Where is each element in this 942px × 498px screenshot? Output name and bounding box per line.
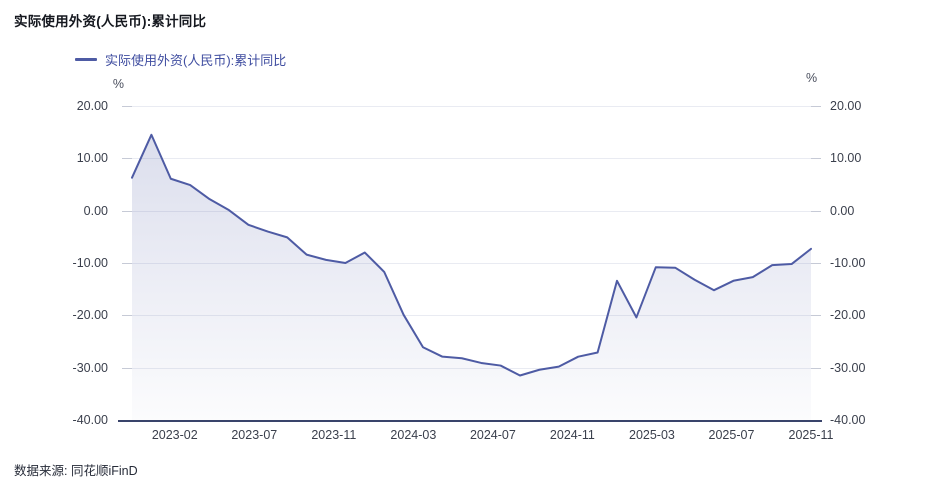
y-axis-label-right: 10.00 (830, 151, 862, 166)
data-source-note: 数据来源: 同花顺iFinD (14, 464, 138, 478)
gridline (132, 106, 811, 107)
gridline (132, 210, 811, 212)
y-tick-left (122, 367, 132, 369)
x-axis-label: 2025-03 (629, 428, 675, 442)
y-axis-label-left: -40.00 (72, 413, 108, 427)
gridline (132, 158, 811, 160)
series-svg (131, 133, 812, 420)
series-line (131, 133, 812, 377)
y-axis-label-left: -10.00 (72, 256, 108, 270)
y-tick-left (122, 263, 132, 264)
y-axis-label-right: -30.00 (830, 360, 866, 375)
y-tick-right (811, 158, 821, 160)
y-axis-unit-right: % (806, 71, 818, 85)
y-tick-right (811, 106, 821, 107)
y-tick-right (811, 210, 821, 212)
x-axis-label: 2023-02 (151, 428, 198, 442)
x-axis-label: 2023-11 (311, 428, 357, 442)
legend-line-marker (75, 58, 97, 61)
y-axis-label-left: 20.00 (76, 99, 108, 113)
y-axis-label-right: -10.00 (830, 256, 866, 270)
gridline (132, 263, 811, 264)
chart-title: 实际使用外资(人民币):累计同比 (14, 14, 207, 29)
y-axis-label-right: -20.00 (830, 308, 866, 323)
x-axis-label: 2025-07 (708, 428, 755, 442)
y-axis-label-left: -30.00 (72, 360, 108, 375)
gridline (132, 315, 811, 317)
x-axis-label: 2024-03 (390, 428, 437, 442)
x-axis-label: 2024-11 (549, 428, 595, 442)
y-tick-left (122, 210, 132, 212)
y-tick-left (122, 106, 132, 107)
y-axis-label-right: -40.00 (830, 413, 866, 427)
series-area (132, 134, 811, 420)
x-axis-label: 2025-11 (788, 428, 834, 442)
x-axis-label: 2023-07 (231, 428, 278, 442)
x-axis-label: 2024-07 (469, 428, 516, 442)
x-axis-line (118, 420, 822, 422)
y-tick-right (811, 263, 821, 264)
plot-area (131, 106, 812, 420)
y-tick-left (122, 315, 132, 317)
y-axis-label-left: 10.00 (76, 151, 108, 166)
legend-item[interactable]: 实际使用外资(人民币):累计同比 (75, 50, 286, 69)
y-axis-label-right: 20.00 (830, 99, 862, 113)
y-axis-label-left: 0.00 (83, 203, 108, 218)
legend-label: 实际使用外资(人民币):累计同比 (105, 53, 287, 68)
y-tick-left (122, 158, 132, 160)
y-tick-right (811, 315, 821, 317)
y-tick-right (811, 367, 821, 369)
y-axis-label-left: -20.00 (72, 308, 108, 323)
y-axis-unit-left: % (112, 77, 124, 91)
y-axis-label-right: 0.00 (830, 203, 855, 218)
